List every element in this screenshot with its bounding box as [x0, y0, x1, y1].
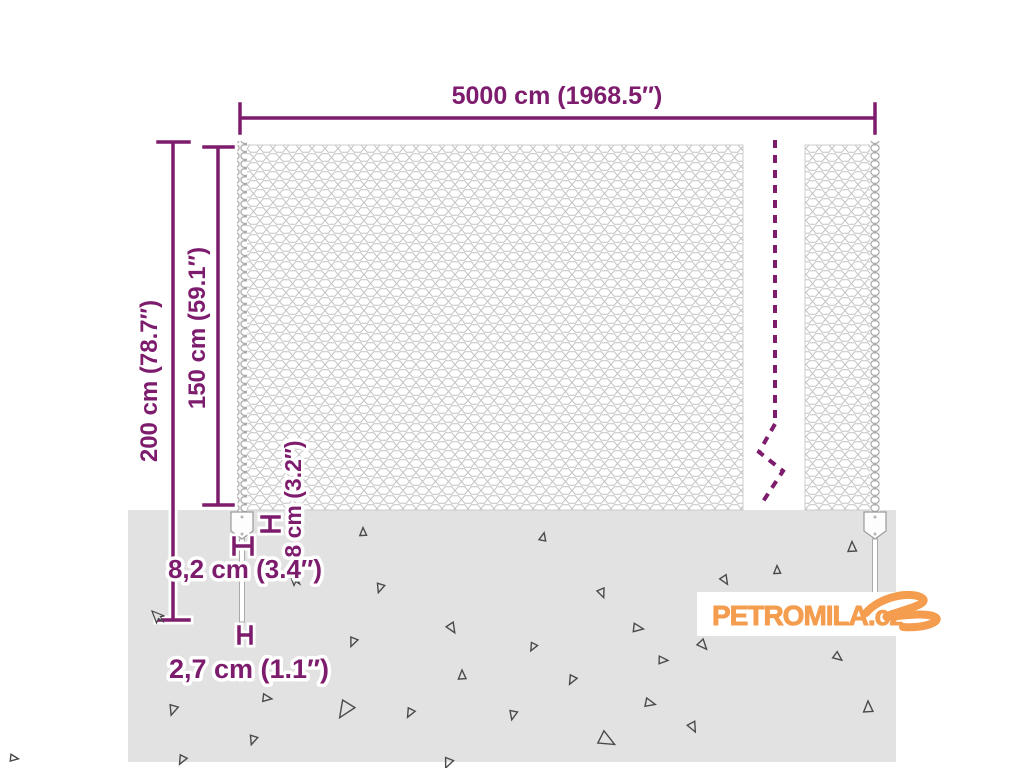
ground-triangle — [444, 620, 456, 635]
ground-triangle — [249, 734, 260, 747]
cursor-arrow-icon — [288, 573, 302, 588]
fence-mesh-main — [242, 144, 744, 511]
ground-triangle — [862, 699, 875, 713]
ground-triangle — [644, 696, 658, 708]
ground-triangle — [529, 641, 539, 653]
total-height-label: 200 cm (78.7″) — [136, 300, 163, 462]
right-spike — [872, 538, 878, 594]
left-anchor — [230, 511, 254, 623]
watermark-swirl-icon — [862, 591, 941, 632]
ground-triangle — [444, 756, 455, 768]
ground-triangle — [261, 692, 274, 703]
ground-triangle — [695, 637, 708, 651]
ground-triangle — [596, 729, 617, 746]
ground-triangle — [846, 539, 858, 553]
ground-triangle — [509, 709, 519, 722]
right-anchor — [863, 511, 887, 594]
ground-triangle — [169, 703, 180, 717]
ground-triangle — [457, 668, 468, 680]
watermark-background — [697, 592, 1024, 636]
ground-triangle — [350, 635, 360, 649]
ground-triangle — [406, 706, 417, 719]
ground-triangle — [178, 753, 189, 766]
ground-triangle — [338, 698, 357, 720]
fence-mesh-right — [804, 144, 876, 511]
ground-triangles — [9, 525, 875, 768]
ground-triangle — [685, 720, 697, 734]
spike-width-label: 2,7 cm (1.1″) — [169, 654, 329, 684]
ground-triangle — [772, 563, 782, 575]
total-width-label: 5000 cm (1968.5″) — [452, 82, 663, 110]
ground-triangle — [537, 531, 547, 542]
cursor-arrow-icon — [150, 609, 165, 625]
ground-triangle — [595, 586, 605, 600]
left-spike — [239, 538, 245, 623]
ground-triangle — [568, 673, 579, 686]
ground-triangle — [831, 650, 844, 662]
ground-triangle — [358, 525, 368, 537]
ground-triangle — [376, 582, 387, 595]
left-post — [237, 141, 247, 512]
right-post — [870, 141, 880, 512]
watermark: PETROMILA.cz — [697, 591, 1024, 636]
mesh-height-label: 150 cm (59.1″) — [184, 247, 211, 409]
dimension-lines — [156, 102, 877, 645]
ground-triangle — [658, 654, 670, 665]
break-dashed-line — [756, 140, 786, 505]
ground-triangle — [9, 753, 21, 762]
anchor-width-label: 8,2 cm (3.4″) — [168, 554, 322, 584]
ground-triangle — [718, 573, 729, 586]
ground-triangle — [632, 622, 646, 633]
anchor-height-label: 8 cm (3.2″) — [280, 440, 306, 557]
